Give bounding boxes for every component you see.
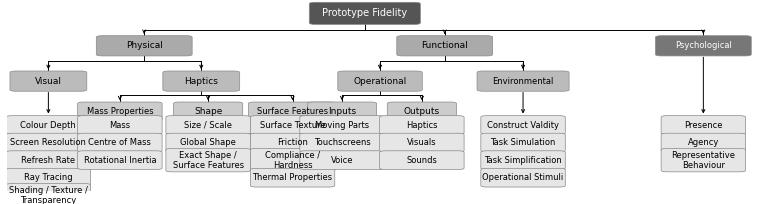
FancyBboxPatch shape — [78, 116, 162, 134]
Text: Refresh Rate: Refresh Rate — [22, 156, 75, 165]
FancyBboxPatch shape — [661, 133, 746, 152]
FancyBboxPatch shape — [397, 36, 492, 56]
Text: Haptics: Haptics — [406, 121, 438, 130]
Text: Visual: Visual — [35, 77, 62, 86]
FancyBboxPatch shape — [379, 133, 464, 152]
FancyBboxPatch shape — [78, 102, 162, 121]
FancyBboxPatch shape — [248, 102, 336, 121]
Text: Visuals: Visuals — [407, 138, 437, 147]
Text: Operational: Operational — [353, 77, 407, 86]
Text: Inputs: Inputs — [328, 107, 356, 116]
Text: Outputs: Outputs — [404, 107, 440, 116]
FancyBboxPatch shape — [6, 116, 91, 134]
Text: Task Simplification: Task Simplification — [484, 156, 562, 165]
FancyBboxPatch shape — [300, 133, 384, 152]
FancyBboxPatch shape — [10, 71, 87, 91]
Text: Mass Properties: Mass Properties — [87, 107, 153, 116]
FancyBboxPatch shape — [300, 151, 384, 170]
Text: Compliance /
Hardness: Compliance / Hardness — [265, 151, 320, 170]
Text: Task Simulation: Task Simulation — [490, 138, 556, 147]
FancyBboxPatch shape — [78, 133, 162, 152]
Text: Thermal Properties: Thermal Properties — [253, 173, 333, 182]
Text: Presence: Presence — [684, 121, 723, 130]
FancyBboxPatch shape — [250, 168, 335, 187]
FancyBboxPatch shape — [174, 102, 243, 121]
Text: Representative
Behaviour: Representative Behaviour — [671, 151, 735, 170]
FancyBboxPatch shape — [166, 116, 250, 134]
Text: Surface Texture: Surface Texture — [260, 121, 326, 130]
Text: Psychological: Psychological — [675, 41, 732, 50]
Text: Construct Valdity: Construct Valdity — [487, 121, 559, 130]
Text: Shape: Shape — [194, 107, 222, 116]
Text: Surface Features: Surface Features — [257, 107, 328, 116]
FancyBboxPatch shape — [310, 2, 420, 24]
FancyBboxPatch shape — [379, 151, 464, 170]
FancyBboxPatch shape — [78, 151, 162, 170]
Text: Friction: Friction — [277, 138, 308, 147]
Text: Environmental: Environmental — [492, 77, 554, 86]
Text: Colour Depth: Colour Depth — [21, 121, 76, 130]
FancyBboxPatch shape — [661, 149, 746, 172]
Text: Voice: Voice — [331, 156, 353, 165]
Text: Moving Parts: Moving Parts — [315, 121, 369, 130]
FancyBboxPatch shape — [338, 71, 422, 91]
FancyBboxPatch shape — [166, 149, 250, 172]
Text: Operational Stimuli: Operational Stimuli — [482, 173, 564, 182]
Text: Ray Tracing: Ray Tracing — [24, 173, 73, 182]
FancyBboxPatch shape — [655, 36, 751, 56]
FancyBboxPatch shape — [163, 71, 240, 91]
FancyBboxPatch shape — [300, 116, 384, 134]
Text: Exact Shape /
Surface Features: Exact Shape / Surface Features — [173, 151, 243, 170]
FancyBboxPatch shape — [250, 133, 335, 152]
FancyBboxPatch shape — [6, 184, 91, 204]
Text: Touchscreens: Touchscreens — [313, 138, 370, 147]
Text: Mass: Mass — [109, 121, 131, 130]
Text: Shading / Texture /
Transparency: Shading / Texture / Transparency — [9, 186, 88, 204]
FancyBboxPatch shape — [6, 133, 91, 152]
FancyBboxPatch shape — [96, 36, 192, 56]
Text: Physical: Physical — [126, 41, 163, 50]
FancyBboxPatch shape — [661, 116, 746, 134]
FancyBboxPatch shape — [166, 133, 250, 152]
Text: Size / Scale: Size / Scale — [184, 121, 232, 130]
Text: Sounds: Sounds — [406, 156, 437, 165]
FancyBboxPatch shape — [6, 151, 91, 170]
Text: Functional: Functional — [422, 41, 468, 50]
FancyBboxPatch shape — [387, 102, 456, 121]
Text: Centre of Mass: Centre of Mass — [88, 138, 151, 147]
FancyBboxPatch shape — [481, 116, 565, 134]
FancyBboxPatch shape — [6, 168, 91, 187]
FancyBboxPatch shape — [250, 116, 335, 134]
FancyBboxPatch shape — [307, 102, 376, 121]
FancyBboxPatch shape — [477, 71, 569, 91]
Text: Rotational Inertia: Rotational Inertia — [84, 156, 156, 165]
Text: Prototype Fidelity: Prototype Fidelity — [323, 8, 407, 18]
FancyBboxPatch shape — [481, 133, 565, 152]
FancyBboxPatch shape — [481, 168, 565, 187]
Text: Screen Resolution: Screen Resolution — [11, 138, 86, 147]
Text: Haptics: Haptics — [184, 77, 218, 86]
Text: Global Shape: Global Shape — [180, 138, 236, 147]
Text: Agency: Agency — [687, 138, 719, 147]
FancyBboxPatch shape — [250, 149, 335, 172]
FancyBboxPatch shape — [481, 151, 565, 170]
FancyBboxPatch shape — [379, 116, 464, 134]
